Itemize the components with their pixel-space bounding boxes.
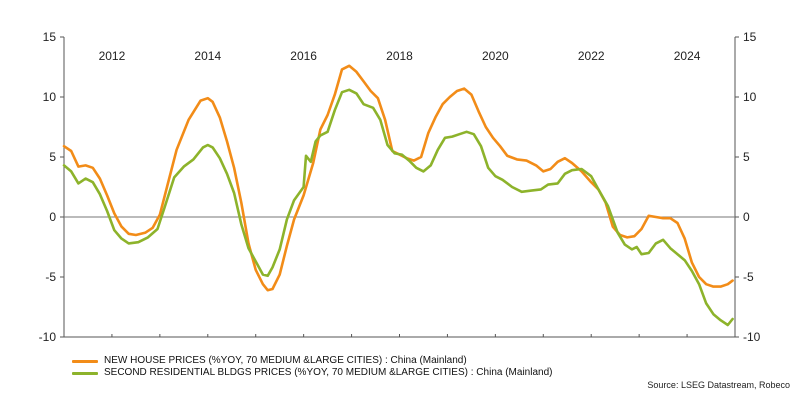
y-tick-label-right: -5 bbox=[743, 270, 754, 284]
y-tick-label-right: -10 bbox=[743, 330, 761, 344]
y-tick-label-left: -5 bbox=[45, 270, 56, 284]
series-line-second-residential bbox=[62, 88, 734, 327]
x-tick-label: 2014 bbox=[194, 49, 221, 63]
legend-swatch-new-house-prices bbox=[72, 359, 98, 363]
legend-label-new-house-prices: NEW HOUSE PRICES (%YOY, 70 MEDIUM &LARGE… bbox=[104, 355, 467, 366]
y-tick-label-right: 15 bbox=[743, 30, 757, 44]
y-tick-label-left: 10 bbox=[43, 90, 57, 104]
x-tick-label: 2024 bbox=[674, 49, 701, 63]
legend-item-new-house-prices: NEW HOUSE PRICES (%YOY, 70 MEDIUM &LARGE… bbox=[72, 355, 552, 367]
y-tick-label-right: 10 bbox=[743, 90, 757, 104]
y-tick-label-left: 5 bbox=[49, 150, 56, 164]
x-tick-label: 2012 bbox=[99, 49, 126, 63]
series-layer bbox=[62, 64, 734, 327]
y-tick-label-right: 5 bbox=[743, 150, 750, 164]
axes: 15 15 10 10 5 5 0 0 -5 -5 -10 -10 2012 2014 2016 2018 20… bbox=[39, 30, 761, 344]
y-tick-label-left: -10 bbox=[39, 330, 57, 344]
legend-label-second-residential: SECOND RESIDENTIAL BLDGS PRICES (%YOY, 7… bbox=[104, 367, 553, 378]
legend: NEW HOUSE PRICES (%YOY, 70 MEDIUM &LARGE… bbox=[72, 355, 552, 379]
source-note: Source: LSEG Datastream, Robeco bbox=[647, 380, 790, 390]
x-tick-label: 2016 bbox=[290, 49, 317, 63]
series-line-new-house-prices bbox=[62, 64, 734, 292]
x-tick-label: 2018 bbox=[386, 49, 413, 63]
y-tick-label-left: 15 bbox=[43, 30, 57, 44]
legend-item-second-residential: SECOND RESIDENTIAL BLDGS PRICES (%YOY, 7… bbox=[72, 367, 552, 379]
y-tick-label-left: 0 bbox=[49, 210, 56, 224]
legend-swatch-second-residential bbox=[72, 371, 98, 375]
x-tick-label: 2022 bbox=[578, 49, 605, 63]
x-tick-label: 2020 bbox=[482, 49, 509, 63]
y-tick-label-right: 0 bbox=[743, 210, 750, 224]
